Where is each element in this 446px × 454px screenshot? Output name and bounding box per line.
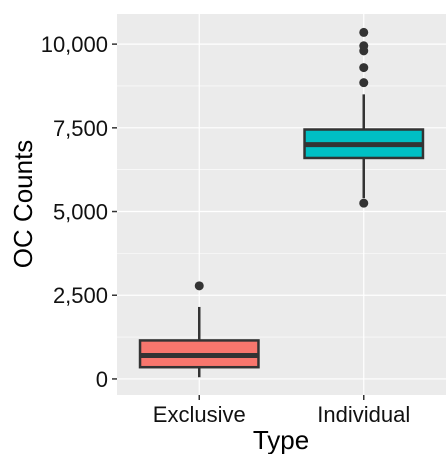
x-tick-label: Exclusive — [153, 402, 246, 427]
x-axis: Exclusive Individual — [153, 395, 410, 427]
outlier-point — [359, 198, 369, 208]
y-tick-label: 5,000 — [53, 200, 108, 225]
outlier-point — [194, 281, 204, 291]
outlier-point — [359, 27, 369, 37]
y-axis-title: OC Counts — [8, 140, 38, 269]
y-tick-label: 0 — [96, 367, 108, 392]
plot-panel — [117, 14, 446, 395]
y-tick-label: 7,500 — [53, 116, 108, 141]
x-axis-title: Type — [253, 425, 309, 454]
outlier-point — [359, 78, 369, 88]
outlier-point — [359, 63, 369, 73]
boxes-layer — [138, 27, 425, 378]
minor-gridlines — [117, 85, 446, 338]
x-tick-label: Individual — [317, 402, 410, 427]
y-axis: 0 2,500 5,000 7,500 10,000 — [41, 32, 117, 392]
box-individual — [303, 27, 425, 208]
outlier-point — [359, 41, 369, 51]
y-tick-label: 2,500 — [53, 283, 108, 308]
box-exclusive — [138, 281, 260, 378]
y-tick-label: 10,000 — [41, 32, 108, 57]
